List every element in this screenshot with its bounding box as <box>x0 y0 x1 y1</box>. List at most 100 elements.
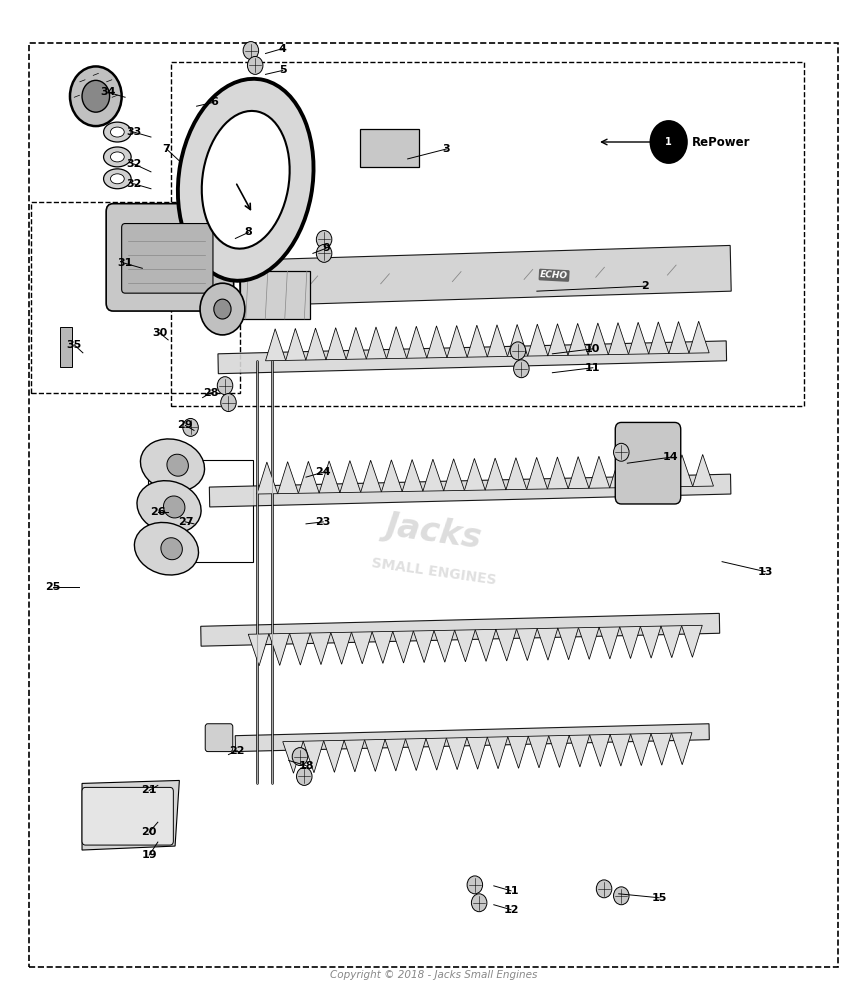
Polygon shape <box>609 323 629 355</box>
Text: 4: 4 <box>279 44 287 54</box>
Text: 8: 8 <box>244 227 252 237</box>
Polygon shape <box>361 460 381 492</box>
Text: 25: 25 <box>45 582 61 592</box>
Polygon shape <box>467 737 487 769</box>
Text: 11: 11 <box>503 886 518 896</box>
Text: 30: 30 <box>152 328 167 338</box>
Polygon shape <box>444 459 465 491</box>
Polygon shape <box>351 632 372 664</box>
Polygon shape <box>578 627 599 659</box>
Ellipse shape <box>137 481 201 533</box>
Ellipse shape <box>161 538 182 560</box>
Polygon shape <box>372 631 393 663</box>
Polygon shape <box>235 724 709 752</box>
Text: 31: 31 <box>117 258 133 268</box>
Polygon shape <box>486 458 506 490</box>
Text: Copyright © 2018 - Jacks Small Engines: Copyright © 2018 - Jacks Small Engines <box>329 970 538 980</box>
Polygon shape <box>346 327 367 359</box>
Polygon shape <box>507 324 528 356</box>
Polygon shape <box>323 740 344 772</box>
Bar <box>31 202 239 393</box>
Polygon shape <box>407 326 427 358</box>
Ellipse shape <box>140 439 205 491</box>
Circle shape <box>614 443 629 461</box>
Polygon shape <box>283 741 303 773</box>
Polygon shape <box>610 456 630 488</box>
Circle shape <box>200 283 244 335</box>
Text: 1: 1 <box>665 137 672 147</box>
Polygon shape <box>568 323 588 355</box>
Text: 20: 20 <box>141 827 157 837</box>
Circle shape <box>614 887 629 905</box>
Circle shape <box>243 42 258 59</box>
Text: 10: 10 <box>585 344 601 354</box>
FancyBboxPatch shape <box>82 787 173 845</box>
Polygon shape <box>201 613 720 646</box>
Text: 35: 35 <box>67 340 81 350</box>
Polygon shape <box>434 630 454 662</box>
Polygon shape <box>649 322 668 354</box>
Polygon shape <box>367 327 387 359</box>
Text: 32: 32 <box>126 179 141 189</box>
Polygon shape <box>641 626 661 658</box>
Circle shape <box>214 299 231 319</box>
Text: 32: 32 <box>126 159 141 169</box>
Text: 28: 28 <box>204 388 219 398</box>
Text: Jacks: Jacks <box>383 509 484 555</box>
Polygon shape <box>465 458 486 490</box>
Polygon shape <box>548 324 568 356</box>
Ellipse shape <box>103 122 131 142</box>
Ellipse shape <box>110 152 124 162</box>
Polygon shape <box>82 780 179 850</box>
Polygon shape <box>610 734 630 766</box>
Polygon shape <box>549 735 569 767</box>
Ellipse shape <box>167 454 188 476</box>
Text: 2: 2 <box>641 281 649 291</box>
Circle shape <box>596 880 612 898</box>
Polygon shape <box>310 633 331 665</box>
Polygon shape <box>393 631 414 663</box>
Circle shape <box>316 244 332 262</box>
Polygon shape <box>671 733 692 765</box>
Text: 12: 12 <box>503 905 518 915</box>
Polygon shape <box>672 455 693 487</box>
Text: 14: 14 <box>662 452 678 462</box>
Polygon shape <box>286 328 306 360</box>
Polygon shape <box>661 626 681 658</box>
Polygon shape <box>406 739 426 771</box>
Polygon shape <box>599 627 620 659</box>
Text: 19: 19 <box>141 850 157 860</box>
Polygon shape <box>303 741 323 773</box>
Polygon shape <box>454 630 475 662</box>
Polygon shape <box>568 457 589 489</box>
Circle shape <box>82 80 109 112</box>
Polygon shape <box>269 633 290 665</box>
Polygon shape <box>487 737 508 769</box>
Circle shape <box>221 394 236 411</box>
Polygon shape <box>427 326 447 358</box>
Bar <box>147 460 252 562</box>
Polygon shape <box>651 455 672 487</box>
Polygon shape <box>209 474 731 507</box>
Polygon shape <box>506 458 526 490</box>
Text: 23: 23 <box>316 517 331 527</box>
Circle shape <box>510 342 525 360</box>
Text: 15: 15 <box>651 893 667 903</box>
Text: 34: 34 <box>100 87 115 97</box>
Polygon shape <box>365 739 385 771</box>
Polygon shape <box>528 324 548 356</box>
Text: 13: 13 <box>758 567 772 577</box>
Polygon shape <box>620 627 641 659</box>
FancyBboxPatch shape <box>106 204 233 311</box>
Text: 3: 3 <box>443 144 450 154</box>
Polygon shape <box>298 461 319 493</box>
FancyBboxPatch shape <box>616 422 681 504</box>
Circle shape <box>316 231 332 248</box>
FancyBboxPatch shape <box>205 724 232 752</box>
Polygon shape <box>257 462 277 494</box>
Polygon shape <box>629 322 649 354</box>
Text: 6: 6 <box>210 97 218 107</box>
Polygon shape <box>319 461 340 493</box>
Circle shape <box>297 768 312 785</box>
FancyBboxPatch shape <box>121 224 213 293</box>
